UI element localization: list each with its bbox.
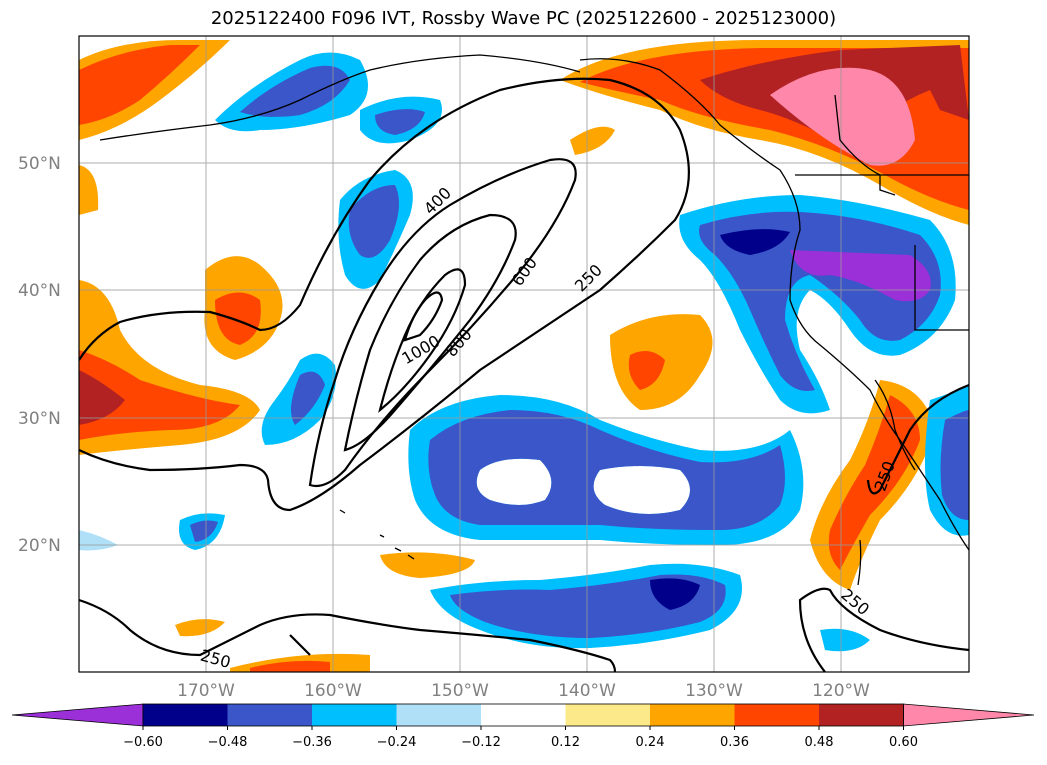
ivt-contours xyxy=(79,77,969,672)
longitude-labels: 170°W 160°W 150°W 140°W 130°W 120°W xyxy=(177,681,870,701)
map-frame xyxy=(78,35,970,673)
lat-label: 50°N xyxy=(18,154,61,174)
colorbar-tick-label: 0.60 xyxy=(889,735,918,750)
lat-label: 40°N xyxy=(18,281,61,301)
colorbar-tick-label: −0.48 xyxy=(208,735,248,750)
lon-label: 130°W xyxy=(685,681,743,701)
colorbar-tick-label: 0.24 xyxy=(636,735,665,750)
colorbar-extend-min xyxy=(11,703,144,727)
latitude-labels: 50°N 40°N 30°N 20°N xyxy=(18,154,61,556)
colorbar-tick-label: 0.36 xyxy=(720,735,749,750)
coastlines xyxy=(99,54,969,586)
lon-label: 160°W xyxy=(304,681,362,701)
colorbar-segment xyxy=(143,704,228,726)
lon-label: 150°W xyxy=(431,681,489,701)
colorbar-tick-label: −0.60 xyxy=(123,735,163,750)
ivt-anomaly-fill xyxy=(79,40,969,672)
colorbar-tick-label: −0.24 xyxy=(377,735,417,750)
colorbar-tick-label: 0.12 xyxy=(551,735,580,750)
colorbar-segment xyxy=(396,704,481,726)
colorbar-tick-label: 0.48 xyxy=(805,735,834,750)
colorbar-segment xyxy=(312,704,397,726)
colorbar-segment xyxy=(565,704,650,726)
colorbar: −0.60 −0.48 −0.36 −0.24 −0.12 0.12 0.24 0.36 0.4… xyxy=(11,703,1035,750)
lon-label: 140°W xyxy=(558,681,616,701)
map-title: 2025122400 F096 IVT, Rossby Wave PC (202… xyxy=(210,8,837,29)
colorbar-extend-max xyxy=(903,703,1035,727)
colorbar-frame xyxy=(142,703,904,727)
colorbar-segment xyxy=(734,704,819,726)
colorbar-segment xyxy=(650,704,735,726)
colorbar-segment xyxy=(481,704,566,726)
lon-label: 120°W xyxy=(812,681,870,701)
colorbar-tick-label: −0.12 xyxy=(461,735,501,750)
lat-label: 30°N xyxy=(18,409,61,429)
colorbar-segment xyxy=(819,704,904,726)
lon-label: 170°W xyxy=(177,681,235,701)
colorbar-segment xyxy=(227,704,312,726)
lat-label: 20°N xyxy=(18,536,61,556)
colorbar-tick-label: −0.36 xyxy=(292,735,332,750)
